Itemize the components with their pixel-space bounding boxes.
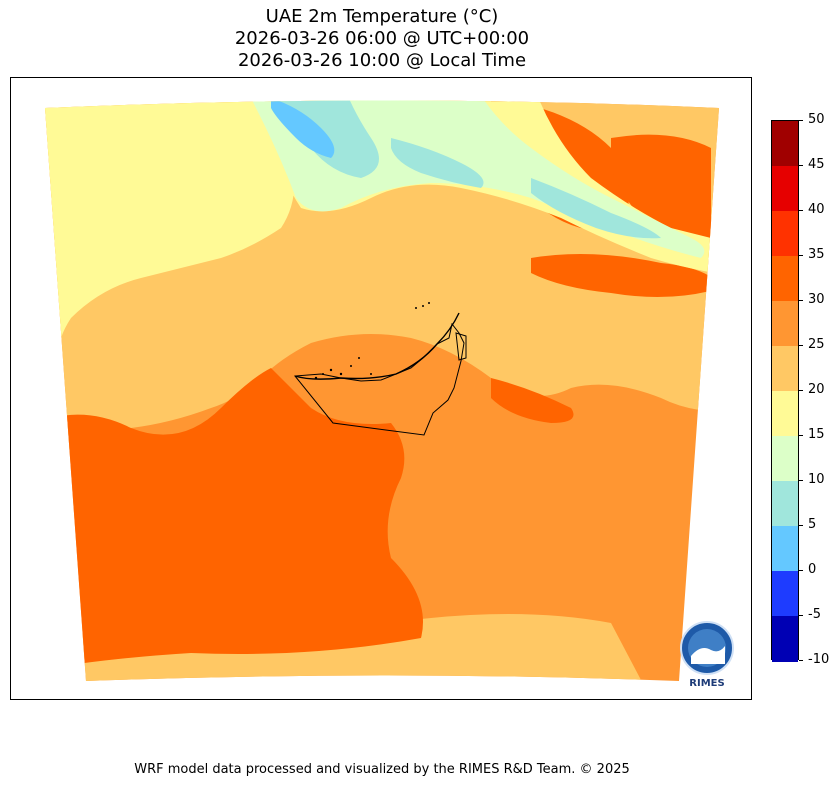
colorbar-segment xyxy=(772,481,798,527)
band-15-20 xyxy=(45,100,295,388)
title-line-1: UAE 2m Temperature (°C) xyxy=(265,6,499,27)
colorbar-tick-label: -10 xyxy=(808,652,830,667)
colorbar-tick xyxy=(799,525,803,526)
colorbar-tick-label: 20 xyxy=(808,382,825,397)
colorbar-tick xyxy=(799,660,803,661)
colorbar-tick-label: 50 xyxy=(808,112,825,127)
colorbar-tick-label: 40 xyxy=(808,202,825,217)
uae-border xyxy=(294,322,465,436)
colorbar-segment xyxy=(772,256,798,302)
colorbar-segment xyxy=(772,166,798,212)
title-line-2: 2026-03-26 06:00 @ UTC+00:00 xyxy=(234,28,530,49)
colorbar-tick-label: -5 xyxy=(808,607,821,622)
colorbar-tick-label: 0 xyxy=(808,562,817,577)
colorbar-segment xyxy=(772,616,798,662)
title-line-3: 2026-03-26 10:00 @ Local Time xyxy=(237,50,527,71)
colorbar-segment xyxy=(772,211,798,257)
colorbar-tick xyxy=(799,255,803,256)
colorbar-tick xyxy=(799,390,803,391)
colorbar-tick xyxy=(799,210,803,211)
colorbar-segment xyxy=(772,346,798,392)
colorbar-segment xyxy=(772,301,798,347)
colorbar-tick xyxy=(799,435,803,436)
band-30-35-oman xyxy=(491,378,574,423)
band-5-10-c xyxy=(531,178,661,239)
map-frame xyxy=(10,77,752,700)
colorbar xyxy=(771,120,799,662)
oman-exclave xyxy=(455,332,467,361)
rimes-logo-icon: RIMES xyxy=(680,621,734,689)
colorbar-tick-label: 30 xyxy=(808,292,825,307)
colorbar-segment xyxy=(772,436,798,482)
colorbar-tick xyxy=(799,570,803,571)
band-5-10-b xyxy=(391,138,484,188)
colorbar-tick xyxy=(799,345,803,346)
colorbar-tick-label: 10 xyxy=(808,472,825,487)
colorbar-tick-label: 45 xyxy=(808,157,825,172)
colorbar-tick xyxy=(799,120,803,121)
colorbar-tick-label: 5 xyxy=(808,517,817,532)
colorbar-tick xyxy=(799,165,803,166)
colorbar-segment xyxy=(772,121,798,167)
colorbar-segment xyxy=(772,391,798,437)
islands xyxy=(314,302,430,380)
temperature-map xyxy=(45,100,719,681)
band-30-35-e xyxy=(611,134,711,242)
colorbar-tick xyxy=(799,480,803,481)
colorbar-tick xyxy=(799,300,803,301)
colorbar-tick-label: 15 xyxy=(808,427,825,442)
colorbar-segment xyxy=(772,571,798,617)
rimes-logo-text: RIMES xyxy=(689,678,724,689)
colorbar-segment xyxy=(772,526,798,572)
credit-text: WRF model data processed and visualized … xyxy=(134,762,630,777)
band-30-35-strip xyxy=(531,254,719,297)
band-0-5 xyxy=(271,100,335,158)
colorbar-tick xyxy=(799,615,803,616)
band-30-35 xyxy=(51,368,423,668)
colorbar-tick-label: 25 xyxy=(808,337,825,352)
chart-title: UAE 2m Temperature (°C) 2026-03-26 06:00… xyxy=(0,6,764,72)
colorbar-tick-label: 35 xyxy=(808,247,825,262)
uae-coastline xyxy=(294,312,460,380)
rimes-logo: RIMES xyxy=(679,620,739,690)
